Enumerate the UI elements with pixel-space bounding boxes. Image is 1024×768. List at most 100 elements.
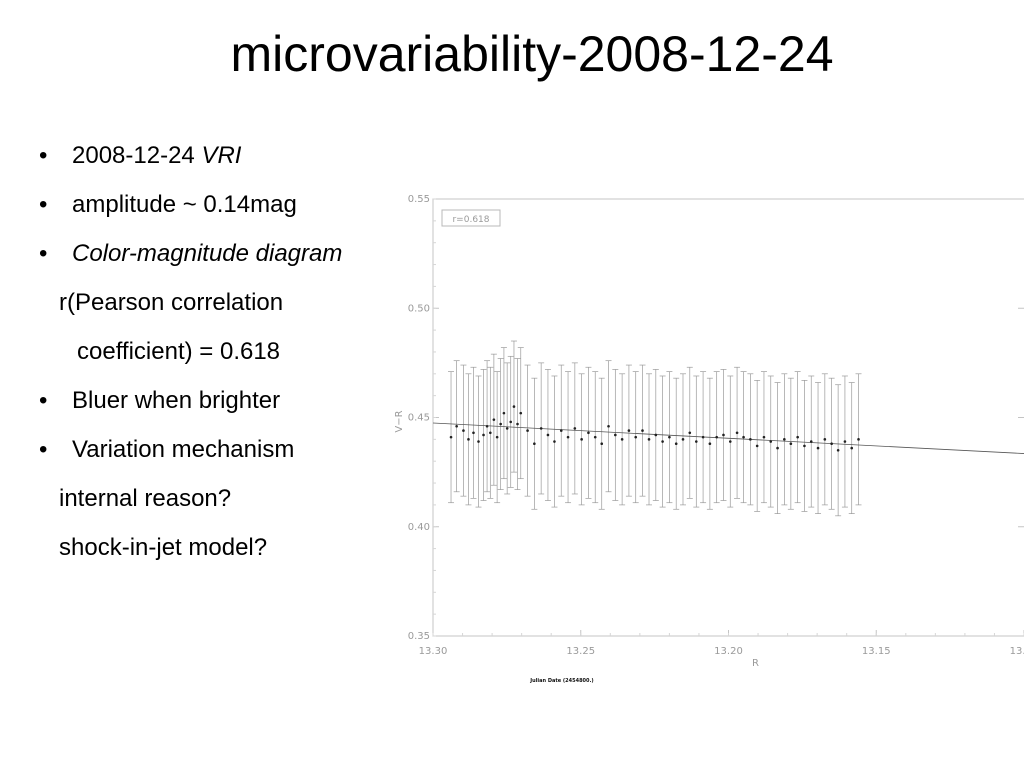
bullet-item: • amplitude ~ 0.14mag (18, 180, 390, 229)
data-point (742, 435, 745, 439)
x-axis-label: R (752, 658, 759, 669)
data-point (627, 429, 631, 432)
data-point (573, 427, 577, 430)
data-point (694, 440, 698, 443)
data-point (809, 440, 813, 443)
data-point (641, 429, 644, 432)
bullet-dot: • (39, 436, 48, 463)
data-point (587, 431, 590, 435)
bullet-item: • Variation mechanism (18, 425, 390, 474)
bullet-dot: • (39, 240, 48, 267)
color-magnitude-plot: 0.35 0.40 0.45 0.50 0.55 13.30 13.25 13.20 13.15… (390, 186, 1024, 694)
data-point (620, 438, 624, 441)
data-point (668, 435, 671, 439)
bullet-mechanism: Variation mechanism (72, 436, 295, 463)
data-point (467, 438, 470, 441)
data-point (769, 440, 773, 443)
data-point (688, 431, 692, 435)
bullet-item: • Bluer when brighter (18, 376, 390, 425)
data-point (539, 427, 543, 430)
data-point (492, 418, 496, 421)
data-point (755, 444, 759, 448)
jd-axis-label: Julian Date (2454800.) (529, 678, 593, 684)
annotation-box (441, 209, 501, 227)
data-point (661, 440, 664, 443)
data-point (485, 424, 489, 428)
data-point (482, 433, 485, 437)
data-point (546, 433, 550, 437)
data-point (512, 405, 516, 408)
color-magnitude-svg: 0.35 0.40 0.45 0.50 0.55 13.30 13.25 13.20 13.15… (394, 194, 1024, 684)
y-tick-label: 0.40 (408, 522, 430, 533)
data-point (735, 431, 739, 435)
data-point (566, 435, 570, 439)
y-tick-label: 0.50 (408, 303, 430, 314)
data-point (516, 422, 519, 426)
data-point (472, 431, 475, 435)
plot-frame (432, 198, 1024, 637)
data-point (495, 435, 499, 439)
data-point (850, 446, 854, 450)
data-point (836, 448, 840, 452)
data-point (502, 411, 506, 415)
data-point (489, 431, 492, 435)
data-point (634, 435, 638, 439)
bullet-date: 2008-12-24 (72, 142, 195, 169)
data-point (843, 440, 847, 443)
data-point (803, 444, 806, 448)
data-point (526, 429, 529, 432)
x-tick-label: 13.10 (1010, 646, 1024, 657)
data-point (796, 435, 799, 439)
data-point (681, 438, 685, 441)
data-point (749, 438, 752, 441)
data-point (823, 438, 827, 441)
bullet-subline: r(Pearson correlation (59, 289, 284, 316)
data-point (607, 424, 610, 428)
data-point (708, 442, 712, 446)
data-point (593, 435, 597, 439)
data-point (647, 438, 651, 441)
data-point (462, 429, 465, 432)
data-point (614, 433, 617, 437)
bullet-dot: • (39, 142, 48, 169)
bullet-dot: • (39, 191, 48, 218)
data-point (789, 442, 793, 446)
y-tick-label: 0.35 (408, 631, 430, 642)
bullet-dot: • (39, 387, 48, 414)
bullet-subline: internal reason? (59, 485, 232, 512)
data-point (722, 433, 725, 437)
bullet-subline: coefficient) = 0.618 (77, 338, 281, 365)
x-tick-label: 13.15 (862, 646, 891, 657)
data-point (715, 435, 718, 439)
x-tick-label: 13.25 (566, 646, 595, 657)
annotation-r: r=0.618 (452, 215, 489, 225)
bullet-bluer: Bluer when brighter (72, 387, 281, 414)
slide-title: microvariability-2008-12-24 (230, 26, 834, 82)
data-point (580, 438, 583, 441)
fit-line (432, 422, 1024, 454)
data-point (533, 442, 536, 446)
bullet-item: • Color-magnitude diagram (18, 229, 390, 278)
bullet-subline: shock-in-jet model? (59, 534, 268, 561)
data-point (701, 435, 705, 439)
data-point (674, 442, 678, 446)
x-tick-label: 13.30 (419, 646, 448, 657)
bullet-item: • 2008-12-24 VRI (18, 131, 390, 180)
data-point (783, 438, 786, 441)
data-point (559, 429, 563, 432)
data-point (762, 435, 766, 439)
data-point (499, 422, 502, 426)
y-tick-label: 0.55 (408, 194, 430, 205)
data-point (728, 440, 732, 443)
y-tick-label: 0.45 (408, 413, 430, 424)
data-point (600, 442, 604, 446)
data-point (830, 442, 833, 446)
data-point (449, 435, 453, 439)
data-point (553, 440, 556, 443)
data-point (519, 411, 523, 415)
bullet-cmd: Color-magnitude diagram (72, 240, 343, 267)
bullet-amplitude: amplitude ~ 0.14mag (72, 191, 297, 218)
data-point (477, 440, 480, 443)
data-point (509, 420, 513, 424)
data-point (505, 427, 509, 430)
